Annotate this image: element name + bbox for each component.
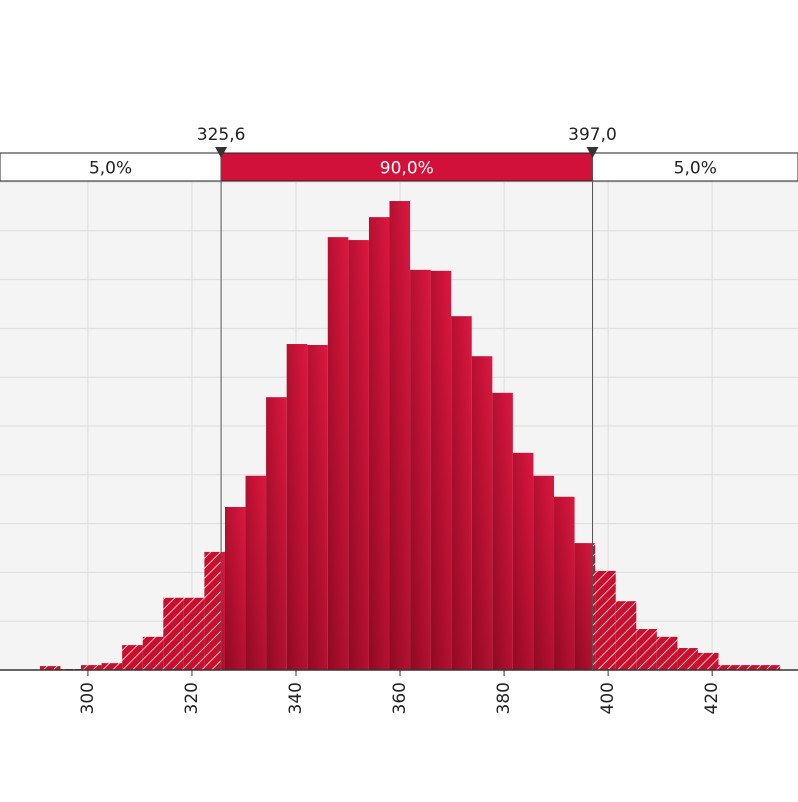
x-tick-label: 420 — [702, 682, 722, 714]
bar — [307, 344, 328, 670]
delimiter-handle[interactable] — [586, 147, 599, 158]
band-label: 5,0% — [674, 159, 717, 179]
x-tick-label: 380 — [494, 682, 514, 714]
band-label: 90,0% — [380, 159, 434, 179]
bar — [533, 475, 555, 670]
bar — [410, 269, 431, 670]
bar — [266, 397, 287, 670]
bar-tail — [615, 601, 637, 670]
bar — [492, 392, 513, 670]
bar — [451, 316, 472, 670]
bar — [245, 475, 267, 670]
bar-tail — [204, 551, 225, 670]
bar — [430, 270, 452, 670]
x-tick-label: 400 — [598, 682, 618, 714]
bar — [224, 507, 246, 670]
bar — [348, 240, 369, 670]
bar — [512, 452, 534, 670]
bar — [389, 201, 411, 671]
bar-tail — [636, 629, 657, 670]
bar-tail — [656, 636, 678, 670]
band-label: 5,0% — [89, 159, 132, 179]
delimiter-label: 397,0 — [568, 125, 617, 145]
bar-tail — [697, 652, 719, 670]
bar — [221, 551, 225, 670]
bar-tail — [183, 597, 205, 670]
bar-tail — [122, 645, 143, 670]
bar-tail — [101, 663, 123, 670]
band — [592, 152, 798, 182]
bar — [574, 543, 593, 670]
x-tick-label: 360 — [390, 682, 410, 714]
bar-tail — [759, 665, 781, 670]
band — [0, 152, 222, 182]
bar — [471, 356, 493, 670]
bar-tail — [718, 665, 740, 670]
delimiter-label: 325,6 — [197, 125, 246, 145]
bar — [554, 496, 575, 670]
bar-tail — [142, 636, 164, 670]
bar-tail — [163, 597, 184, 670]
x-tick-label: 340 — [286, 682, 306, 714]
x-tick-label: 300 — [78, 682, 98, 714]
bar — [327, 237, 349, 671]
bar-tail — [81, 665, 102, 670]
bar-tail — [677, 648, 698, 670]
bar-tail — [39, 666, 61, 670]
bar-tail — [595, 570, 616, 670]
band — [220, 152, 594, 182]
x-tick-label: 320 — [182, 682, 202, 714]
bar — [368, 217, 390, 671]
bar — [286, 344, 308, 670]
delimiter-handle[interactable] — [215, 147, 228, 158]
bar-tail — [739, 665, 760, 670]
